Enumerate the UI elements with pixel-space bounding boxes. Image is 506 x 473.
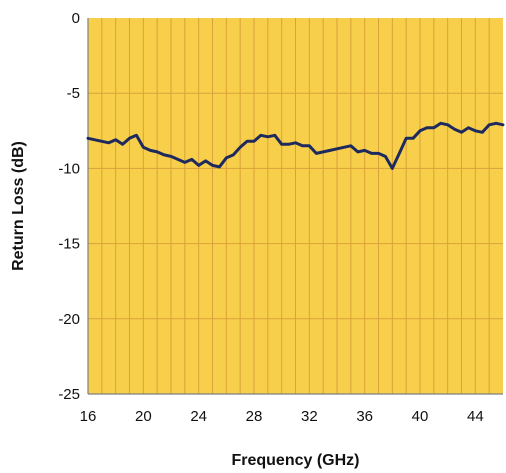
- y-axis-title: Return Loss (dB): [10, 141, 27, 271]
- x-tick-label: 24: [190, 408, 207, 425]
- x-tick-label: 16: [80, 408, 97, 425]
- x-tick-label: 40: [412, 408, 429, 425]
- x-tick-label: 28: [246, 408, 263, 425]
- x-tick-label: 32: [301, 408, 318, 425]
- y-tick-label: -15: [58, 236, 80, 253]
- y-tick-label: -25: [58, 386, 80, 403]
- x-tick-label: 36: [356, 408, 373, 425]
- plot-area: [86, 18, 505, 395]
- x-tick-label: 20: [135, 408, 152, 425]
- tick-labels: 16 20 24 28 32 36 40 44 0 -5 -10 -15 -20 -25: [58, 10, 483, 425]
- x-tick-label: 44: [467, 408, 484, 425]
- series-line-0: [86, 121, 505, 170]
- y-tick-label: -20: [58, 311, 80, 328]
- y-tick-label: 0: [72, 10, 80, 27]
- y-tick-label: -10: [58, 160, 80, 177]
- x-axis-title: Frequency (GHz): [231, 452, 359, 469]
- y-tick-label: -5: [67, 85, 80, 102]
